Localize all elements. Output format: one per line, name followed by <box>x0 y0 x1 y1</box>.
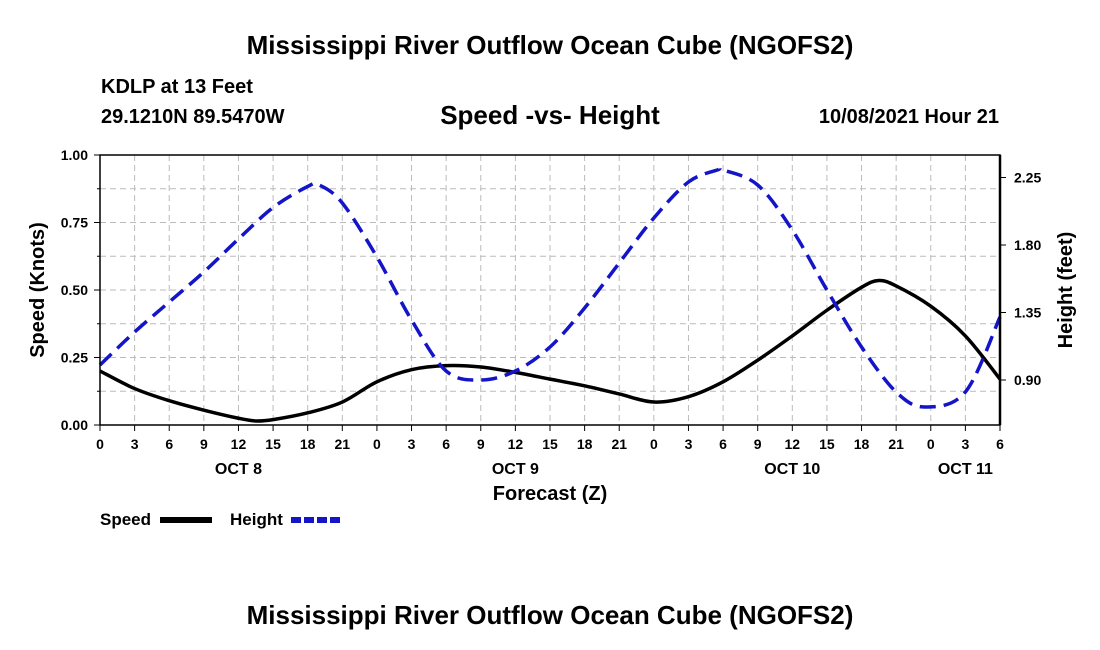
footer-title: Mississippi River Outflow Ocean Cube (NG… <box>246 600 854 630</box>
forecast-datetime: 10/08/2021 Hour 21 <box>818 106 999 128</box>
series-line-speed <box>99 278 1002 423</box>
x-tick-label: 0 <box>373 436 381 452</box>
legend-height-label: Height <box>230 510 283 529</box>
x-axis-label: Forecast (Z) <box>493 483 607 505</box>
y-tick-label: 0.50 <box>61 282 88 298</box>
chart-title: Mississippi River Outflow Ocean Cube (NG… <box>246 30 854 60</box>
y2-tick-label: 0.90 <box>1014 372 1041 388</box>
legend-speed-label: Speed <box>100 510 151 529</box>
date-label: OCT 9 <box>492 461 539 478</box>
x-tick-label: 18 <box>854 436 870 452</box>
x-tick-label: 15 <box>542 436 558 452</box>
series-lines <box>98 166 1002 423</box>
chart-subtitle: Speed -vs- Height <box>440 100 660 130</box>
x-tick-label: 12 <box>508 436 524 452</box>
axes: 0 3 6 9 12 15 18 21 0 3 6 9 12 15 18 21 0 3 6 9 12 15 18 21 0 3 6O… <box>61 147 1042 478</box>
y-tick-label: 0.25 <box>61 350 88 366</box>
x-tick-label: 21 <box>335 436 351 452</box>
y2-tick-label: 1.80 <box>1014 237 1041 253</box>
x-tick-label: 9 <box>200 436 208 452</box>
x-tick-label: 6 <box>442 436 450 452</box>
y-tick-label: 0.00 <box>61 417 88 433</box>
x-tick-label: 3 <box>961 436 969 452</box>
x-tick-label: 9 <box>477 436 485 452</box>
grid-lines <box>100 155 1000 425</box>
y-tick-label: 1.00 <box>61 147 88 163</box>
x-tick-label: 0 <box>96 436 104 452</box>
x-tick-label: 15 <box>819 436 835 452</box>
x-tick-label: 3 <box>685 436 693 452</box>
x-tick-label: 9 <box>754 436 762 452</box>
legend: Speed Height <box>100 510 342 529</box>
x-tick-label: 3 <box>408 436 416 452</box>
x-tick-label: 21 <box>611 436 627 452</box>
x-tick-label: 12 <box>231 436 247 452</box>
x-tick-label: 18 <box>300 436 316 452</box>
y2-tick-label: 1.35 <box>1014 305 1041 321</box>
coordinates-label: 29.1210N 89.5470W <box>101 106 285 128</box>
x-tick-label: 6 <box>165 436 173 452</box>
date-label: OCT 8 <box>215 461 262 478</box>
x-tick-label: 0 <box>650 436 658 452</box>
y-axis-label: Speed (Knots) <box>27 222 49 358</box>
y-tick-label: 0.75 <box>61 215 88 231</box>
y2-axis-label: Height (feet) <box>1055 232 1077 349</box>
x-tick-label: 6 <box>719 436 727 452</box>
y2-tick-label: 2.25 <box>1014 170 1041 186</box>
series-line-height <box>98 166 1002 409</box>
date-label: OCT 11 <box>938 461 993 478</box>
x-tick-label: 18 <box>577 436 593 452</box>
x-tick-label: 6 <box>996 436 1004 452</box>
station-label: KDLP at 13 Feet <box>101 76 253 98</box>
x-tick-label: 12 <box>785 436 801 452</box>
x-tick-label: 3 <box>131 436 139 452</box>
date-label: OCT 10 <box>764 461 820 478</box>
x-tick-label: 15 <box>265 436 281 452</box>
x-tick-label: 21 <box>888 436 904 452</box>
x-tick-label: 0 <box>927 436 935 452</box>
